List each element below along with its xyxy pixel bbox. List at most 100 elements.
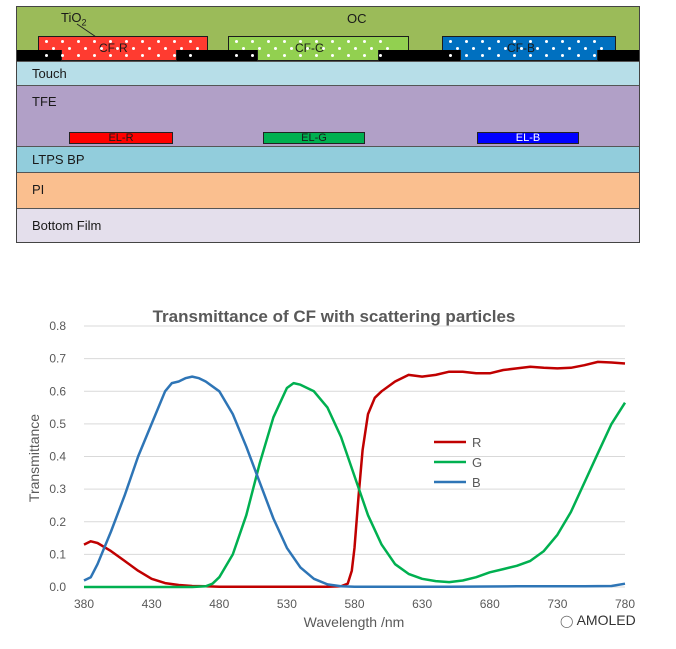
particle-dot xyxy=(173,54,176,57)
particle-dot xyxy=(196,47,199,50)
particle-dot xyxy=(157,54,160,57)
particle-dot xyxy=(449,54,452,57)
particle-dot xyxy=(545,54,548,57)
particle-dot xyxy=(379,40,382,43)
particle-dot xyxy=(552,47,555,50)
particle-dot xyxy=(93,40,96,43)
cf-g-label: CF-G xyxy=(295,41,325,55)
particle-dot xyxy=(61,54,64,57)
ltps-bp-layer xyxy=(17,146,639,172)
particle-dot xyxy=(529,54,532,57)
particle-dot xyxy=(267,40,270,43)
particle-dot xyxy=(100,47,103,50)
particle-dot xyxy=(497,40,500,43)
tfe-label: TFE xyxy=(32,94,57,109)
y-tick-label: 0.8 xyxy=(49,319,66,333)
el-r-emitter: EL-R xyxy=(69,132,173,144)
series-line-g xyxy=(84,381,627,589)
tio2-label-sub: 2 xyxy=(81,17,87,28)
particle-dot xyxy=(513,54,516,57)
x-tick-label: 480 xyxy=(209,597,229,611)
particle-dot xyxy=(157,40,160,43)
el-g-emitter: EL-G xyxy=(263,132,365,144)
particle-dot xyxy=(600,47,603,50)
particle-dot xyxy=(180,47,183,50)
x-tick-label: 630 xyxy=(412,597,432,611)
y-tick-label: 0.4 xyxy=(49,450,66,464)
particle-dot xyxy=(164,47,167,50)
x-axis-label: Wavelength /nm xyxy=(304,614,405,630)
y-axis-label: Transmittance xyxy=(26,414,42,502)
particle-dot xyxy=(189,40,192,43)
particle-dot xyxy=(125,40,128,43)
series-line-b xyxy=(83,375,626,588)
particle-dot xyxy=(593,54,596,57)
particle-dot xyxy=(584,47,587,50)
ltps-bp-label: LTPS BP xyxy=(32,152,85,167)
chart-legend: RGB xyxy=(434,435,482,490)
particle-dot xyxy=(577,54,580,57)
particle-dot xyxy=(77,40,80,43)
particle-dot xyxy=(504,47,507,50)
particle-dot xyxy=(116,47,119,50)
particle-dot xyxy=(267,54,270,57)
particle-dot xyxy=(449,40,452,43)
particle-dot xyxy=(148,47,151,50)
particle-dot xyxy=(561,40,564,43)
particle-dot xyxy=(347,54,350,57)
particle-dot xyxy=(472,47,475,50)
x-tick-label: 730 xyxy=(547,597,567,611)
particle-dot xyxy=(465,40,468,43)
particle-dot xyxy=(189,54,192,57)
particle-dot xyxy=(488,47,491,50)
x-tick-label: 430 xyxy=(142,597,162,611)
particle-dot xyxy=(315,54,318,57)
particle-dot xyxy=(109,40,112,43)
x-tick-label: 530 xyxy=(277,597,297,611)
particle-dot xyxy=(274,47,277,50)
x-tick-label: 580 xyxy=(344,597,364,611)
particle-dot xyxy=(173,40,176,43)
cf-r-block xyxy=(38,36,208,50)
particle-dot xyxy=(109,54,112,57)
particle-dot xyxy=(363,54,366,57)
wechat-icon: ◯ xyxy=(560,614,574,628)
legend-label-r: R xyxy=(472,435,481,450)
particle-dot xyxy=(568,47,571,50)
series-line-r xyxy=(83,360,626,588)
y-tick-label: 0.0 xyxy=(49,580,66,594)
particle-dot xyxy=(536,47,539,50)
particle-dot xyxy=(386,47,389,50)
particle-dot xyxy=(132,47,135,50)
pi-layer xyxy=(17,172,639,208)
particle-dot xyxy=(520,47,523,50)
particle-dot xyxy=(283,40,286,43)
particle-dot xyxy=(370,47,373,50)
particle-dot xyxy=(331,54,334,57)
cf-b-block xyxy=(442,36,616,50)
cf-g-block xyxy=(228,36,409,50)
particle-dot xyxy=(306,47,309,50)
x-tick-label: 380 xyxy=(74,597,94,611)
chart-series xyxy=(83,360,627,589)
particle-dot xyxy=(481,54,484,57)
y-tick-label: 0.5 xyxy=(49,417,66,431)
particle-dot xyxy=(235,54,238,57)
particle-dot xyxy=(251,40,254,43)
particle-dot xyxy=(258,47,261,50)
particle-dot xyxy=(84,47,87,50)
y-tick-labels: 0.0 0.1 0.2 0.3 0.4 0.5 0.6 0.7 0.8 xyxy=(49,319,66,594)
particle-dot xyxy=(529,40,532,43)
particle-dot xyxy=(315,40,318,43)
bottom-film-label: Bottom Film xyxy=(32,218,102,233)
cf-r-label: CF-R xyxy=(99,41,128,55)
particle-dot xyxy=(299,40,302,43)
y-tick-label: 0.7 xyxy=(49,352,66,366)
watermark-text: AMOLED xyxy=(576,612,636,628)
legend-label-g: G xyxy=(472,455,482,470)
particle-dot xyxy=(251,54,254,57)
particle-dot xyxy=(331,40,334,43)
y-tick-label: 0.3 xyxy=(49,482,66,496)
tio2-label-main: TiO xyxy=(61,10,82,25)
particle-dot xyxy=(52,47,55,50)
